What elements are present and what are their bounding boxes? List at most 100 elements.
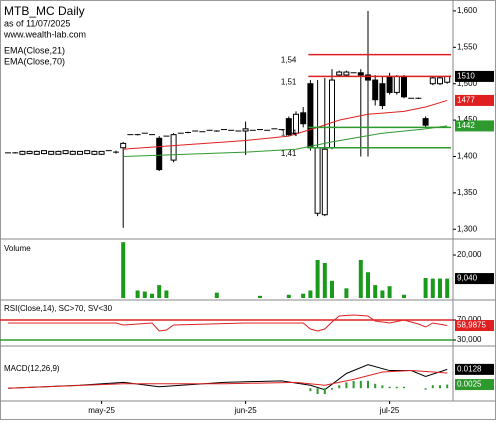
- last-value-label: 0.0025: [457, 380, 482, 389]
- volume-bar: [438, 278, 442, 298]
- candle-body: [91, 150, 98, 155]
- candle-body: [98, 150, 105, 155]
- last-value-label: 1477: [457, 96, 475, 105]
- x-tick-label: jun-25: [233, 406, 257, 415]
- panel-title: Volume: [4, 244, 31, 253]
- volume-bar: [373, 285, 378, 298]
- y-tick-label: 70,000: [457, 315, 482, 324]
- volume-bar: [330, 280, 334, 298]
- volume-bar: [142, 291, 147, 298]
- y-tick-label: 1,500: [457, 79, 478, 88]
- last-value-label: 0.0128: [457, 364, 482, 373]
- y-tick-label: 1,600: [457, 6, 478, 15]
- candle-body: [62, 150, 69, 155]
- candle-body: [26, 150, 33, 155]
- candle-body: [84, 150, 91, 155]
- panel-title: RSI(Close,14), SC>70, SV<30: [4, 304, 113, 313]
- volume-bar: [258, 295, 262, 298]
- candle-body: [379, 83, 386, 107]
- candle-body: [365, 74, 371, 81]
- candle-body: [329, 79, 335, 149]
- histogram-bar: [316, 388, 319, 395]
- volume-bar: [150, 293, 154, 298]
- volume-bar: [423, 278, 428, 298]
- chart-title: MTB_MC Daily: [4, 4, 85, 18]
- volume-bar: [315, 259, 320, 298]
- candle-body: [48, 150, 55, 155]
- histogram-bar: [403, 386, 405, 389]
- y-tick-label: 1,400: [457, 152, 478, 161]
- last-value-box: [455, 320, 494, 332]
- level-label: 1,41: [281, 149, 297, 158]
- y-tick-label: 1,300: [457, 224, 478, 233]
- histogram-bar: [439, 385, 441, 389]
- y-tick-label: 1,450: [457, 115, 478, 124]
- histogram-bar: [323, 388, 326, 395]
- volume-bar: [157, 285, 162, 298]
- last-value-label: 1442: [457, 121, 475, 130]
- last-value-box: [455, 363, 494, 375]
- histogram-bar: [381, 385, 384, 389]
- volume-bar: [445, 278, 450, 298]
- candle-body: [429, 77, 436, 85]
- candle-body: [77, 150, 83, 155]
- y-tick-label: 1,550: [457, 42, 478, 51]
- volume-bar: [214, 292, 219, 298]
- volume-bar: [135, 290, 140, 298]
- candle-body: [300, 112, 307, 125]
- histogram-bar: [367, 380, 369, 389]
- candle-body: [321, 148, 328, 216]
- histogram-bar: [331, 388, 333, 390]
- histogram-bar: [424, 388, 427, 390]
- candle-body: [33, 150, 40, 155]
- volume-bar: [402, 294, 406, 298]
- histogram-bar: [359, 380, 362, 389]
- last-value-box: [455, 273, 494, 285]
- level-label: 1,54: [281, 56, 297, 65]
- volume-bar: [286, 294, 291, 298]
- candle-body: [393, 75, 400, 93]
- ema-line: [123, 99, 448, 150]
- volume-bar: [430, 278, 435, 298]
- last-value-label: 1510: [457, 72, 475, 81]
- histogram-bar: [374, 383, 377, 389]
- candle-body: [242, 128, 249, 132]
- volume-bar: [121, 242, 126, 298]
- candle-body: [336, 71, 343, 76]
- volume-bar: [380, 290, 385, 298]
- histogram-bar: [446, 384, 449, 389]
- volume-bar: [301, 293, 306, 298]
- candle-body: [307, 83, 314, 149]
- histogram-bar: [352, 380, 355, 389]
- x-tick-label: jul-25: [379, 406, 400, 415]
- histogram-bar: [309, 388, 312, 392]
- indicator-line: [7, 370, 448, 389]
- volume-bar: [308, 290, 313, 298]
- candle-body: [55, 150, 62, 155]
- histogram-bar: [431, 385, 434, 389]
- last-value-box: [455, 94, 494, 106]
- candle-body: [372, 79, 379, 101]
- candle-body: [314, 147, 321, 214]
- x-tick-label: may-25: [88, 406, 115, 415]
- histogram-bar: [388, 386, 391, 389]
- y-tick-label: 20,000: [457, 250, 482, 259]
- level-label: 1,44: [281, 128, 297, 137]
- y-tick-label: 1,350: [457, 188, 478, 197]
- volume-bar: [387, 286, 392, 298]
- last-value-label: 9,040: [457, 274, 478, 283]
- candle-body: [343, 71, 350, 76]
- candle-body: [437, 77, 443, 85]
- volume-bar: [164, 290, 169, 298]
- indicator-line: [8, 314, 448, 332]
- candle-body: [156, 137, 163, 171]
- volume-bar: [344, 288, 349, 298]
- volume-bar: [366, 272, 370, 298]
- level-label: 1,51: [281, 78, 297, 87]
- candle-body: [170, 134, 177, 161]
- candle-body: [120, 142, 127, 149]
- legend-entry: EMA(Close,21): [4, 45, 65, 55]
- candle-body: [19, 150, 26, 155]
- panel-title: MACD(12,26,9): [4, 364, 60, 373]
